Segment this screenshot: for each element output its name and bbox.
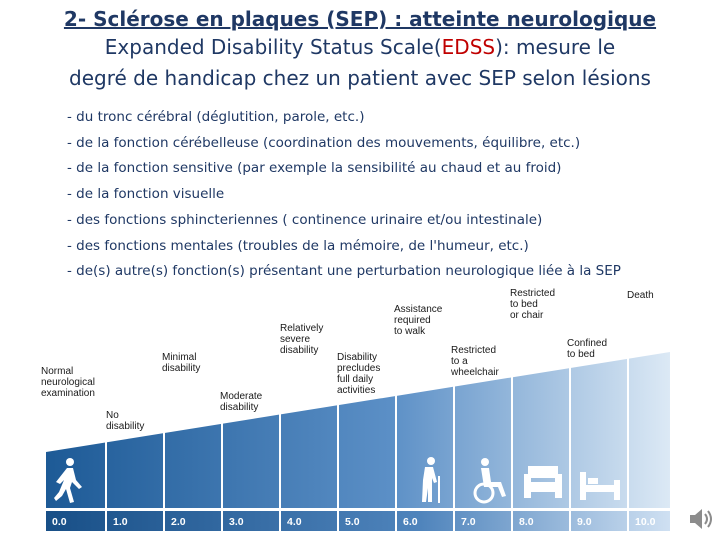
slide-title: 2- Sclérose en plaques (SEP) : atteinte … (0, 6, 720, 94)
speaker-icon[interactable] (688, 506, 716, 532)
bullet-item: - du tronc cérébral (déglutition, parole… (67, 109, 365, 125)
value-strip (46, 511, 670, 531)
scale-label-line: required (394, 315, 431, 326)
bullet-item: - des fonctions mentales (troubles de la… (67, 237, 529, 254)
scale-value-0: 0.0 (52, 516, 67, 528)
title-line-2-suffix: ): mesure le (495, 35, 616, 59)
scale-label-line: precludes (337, 363, 381, 374)
bullet-item: - de la fonction visuelle (67, 186, 225, 203)
scale-label-line: severe (280, 334, 311, 345)
bullet-item: - de la fonction sensitive (par exemple … (67, 160, 562, 177)
scale-label-line: Assistance (394, 304, 443, 315)
scale-label-line: full daily (337, 374, 374, 385)
scale-label-line: wheelchair (451, 367, 499, 378)
scale-value-9: 9.0 (577, 516, 592, 528)
disability-ramp (46, 352, 670, 508)
armchair-icon (524, 466, 562, 498)
edss-highlight: EDSS (441, 35, 496, 59)
scale-label-line: disability (162, 363, 201, 374)
scale-value-8: 8.0 (519, 516, 534, 528)
scale-label-line: Moderate (220, 391, 263, 402)
scale-label-line: to a (451, 356, 468, 367)
column-dividers (105, 340, 629, 531)
edss-scale-figure: Normal neurological examination No disab… (0, 280, 720, 540)
scale-label-line: Relatively (280, 323, 324, 334)
scale-label-line: to bed (567, 349, 595, 360)
person-with-cane-icon (422, 457, 440, 503)
scale-label-1: No disability (106, 410, 144, 432)
scale-label-9: Confined to bed (567, 338, 607, 360)
walking-person-icon (54, 458, 82, 503)
scale-label-line: Confined (567, 338, 608, 349)
bullet-item: - de la fonction cérébelleuse (coordinat… (67, 134, 581, 151)
scale-label-line: disability (220, 402, 259, 413)
scale-label-line: or chair (510, 310, 544, 321)
scale-label-5: Disability precludes full daily activiti… (337, 352, 380, 396)
scale-label-line: neurological (41, 377, 95, 388)
scale-value-2: 2.0 (171, 516, 186, 528)
speaker-icon-graphic (690, 509, 712, 529)
title-line-1: 2- Sclérose en plaques (SEP) : atteinte … (63, 7, 657, 31)
scale-label-10: Death (627, 290, 654, 301)
scale-label-line: activities (337, 385, 376, 396)
edss-scale-graphic (46, 340, 670, 531)
scale-label-line: to walk (394, 326, 426, 337)
scale-value-7: 7.0 (461, 516, 476, 528)
bullet-item: - des fonctions sphincteriennes ( contin… (67, 211, 543, 228)
title-line-2-prefix: Expanded Disability Status Scale( (104, 35, 442, 59)
wheelchair-icon (473, 458, 506, 504)
scale-label-line: disability (106, 421, 145, 432)
scale-label-line: Minimal (162, 352, 197, 363)
scale-label-line: Restricted (451, 345, 497, 356)
scale-value-3: 3.0 (229, 516, 244, 528)
scale-label-line: No (106, 410, 119, 421)
scale-label-2: Minimal disability (162, 352, 200, 374)
bed-icon (580, 472, 620, 500)
scale-value-5: 5.0 (345, 516, 360, 528)
scale-label-line: Death (627, 290, 654, 301)
scale-label-4: Relatively severe disability (280, 323, 323, 356)
title-line-3: degré de handicap chez un patient avec S… (69, 66, 651, 90)
scale-label-line: Disability (337, 352, 378, 363)
bullet-item: - de(s) autre(s) fonction(s) présentant … (67, 263, 621, 280)
scale-label-0: Normal neurological examination (41, 366, 95, 399)
scale-value-1: 1.0 (113, 516, 128, 528)
scale-label-line: to bed (510, 299, 538, 310)
scale-label-line: Restricted (510, 288, 556, 299)
scale-label-8: Restricted to bed or chair (510, 288, 555, 321)
scale-value-10: 10.0 (635, 516, 656, 528)
scale-label-6: Assistance required to walk (394, 304, 442, 337)
scale-label-7: Restricted to a wheelchair (451, 345, 499, 378)
scale-label-line: Normal (41, 366, 74, 377)
scale-value-6: 6.0 (403, 516, 418, 528)
bullet-list: - du tronc cérébral (déglutition, parole… (67, 105, 707, 285)
scale-value-4: 4.0 (287, 516, 302, 528)
scale-label-line: examination (41, 388, 95, 399)
scale-label-3: Moderate disability (220, 391, 262, 413)
title-line-2: Expanded Disability Status Scale(EDSS): … (0, 32, 720, 63)
scale-label-line: disability (280, 345, 319, 356)
